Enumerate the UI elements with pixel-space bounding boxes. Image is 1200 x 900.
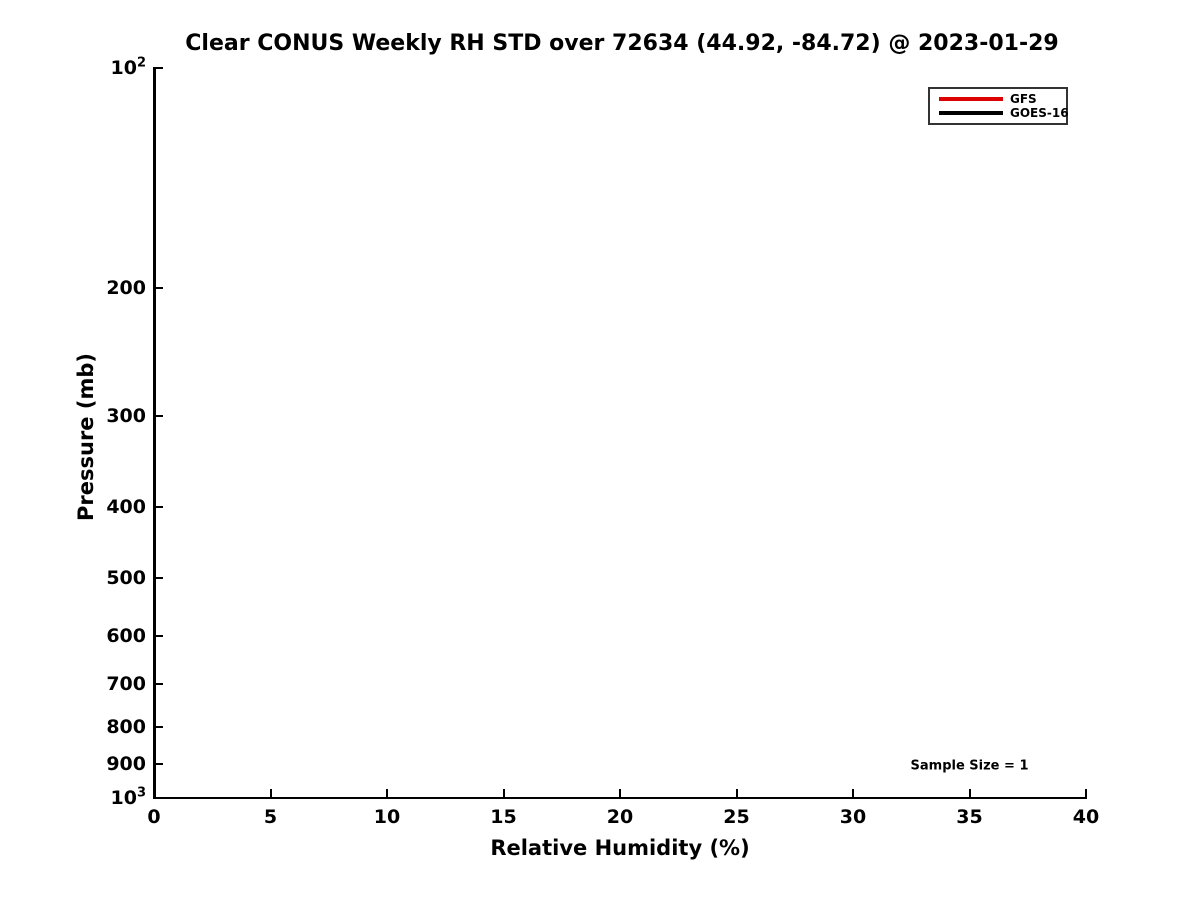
x-tick-label: 40 — [1072, 806, 1100, 828]
x-tick-label: 5 — [263, 806, 278, 828]
x-tick — [619, 789, 621, 797]
legend-label-gfs: GFS — [1010, 92, 1037, 106]
x-tick-label: 35 — [956, 806, 983, 828]
x-tick — [1085, 789, 1087, 797]
x-tick — [269, 789, 272, 797]
y-tick-label: 200 — [106, 276, 146, 299]
gfs-line-swatch — [939, 97, 1003, 101]
y-tick-label: 600 — [106, 624, 146, 647]
y-tick — [155, 725, 163, 728]
y-tick-label: 102 — [110, 55, 147, 79]
y-axis-spine — [153, 67, 156, 799]
x-tick-label: 25 — [723, 806, 750, 828]
y-tick-label: 400 — [106, 496, 146, 519]
x-tick-label: 20 — [606, 806, 634, 828]
x-axis-label: Relative Humidity (%) — [490, 836, 750, 860]
y-tick — [155, 576, 163, 579]
y-tick — [155, 683, 163, 686]
chart-title: Clear CONUS Weekly RH STD over 72634 (44… — [185, 31, 1059, 56]
y-tick-label: 103 — [110, 785, 147, 809]
y-tick — [155, 796, 163, 799]
legend-label-goes16: GOES-16 — [1010, 106, 1069, 120]
legend: GFS GOES-16 — [928, 87, 1069, 125]
x-axis-spine — [153, 796, 1087, 799]
y-tick — [155, 67, 163, 69]
y-tick-label: 500 — [106, 566, 146, 589]
x-tick — [968, 789, 971, 797]
sample-size-annotation: Sample Size = 1 — [910, 758, 1029, 774]
x-tick — [735, 789, 738, 797]
y-tick-label: 700 — [106, 673, 146, 696]
y-tick — [155, 763, 163, 766]
y-tick-label: 800 — [106, 715, 146, 738]
x-tick — [502, 789, 505, 797]
x-tick — [386, 789, 388, 797]
x-tick-label: 0 — [147, 806, 161, 828]
x-tick-label: 30 — [839, 806, 867, 828]
x-tick-label: 10 — [373, 806, 401, 828]
y-tick-label: 300 — [106, 405, 146, 428]
legend-entry-goes16: GOES-16 — [939, 107, 1069, 119]
y-tick-label: 900 — [106, 753, 146, 776]
x-tick — [153, 789, 155, 797]
y-tick — [155, 286, 163, 289]
x-tick-label: 15 — [490, 806, 517, 828]
y-tick — [155, 634, 163, 637]
x-tick — [852, 789, 854, 797]
y-tick — [155, 415, 163, 418]
goes16-line-swatch — [939, 111, 1003, 115]
y-tick — [155, 506, 163, 509]
legend-entry-gfs: GFS — [939, 93, 1062, 105]
